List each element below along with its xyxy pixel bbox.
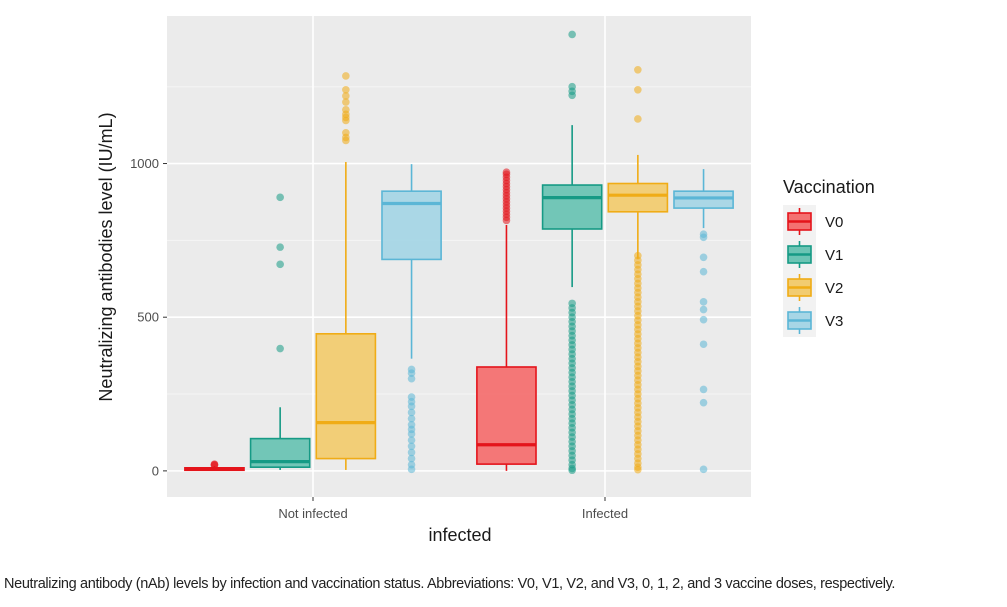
outlier-point [699,298,708,306]
outlier-point [407,408,416,417]
legend-title: Vaccination [783,177,875,197]
x-tick-label: Infected [582,506,628,521]
x-axis-title: infected [428,525,491,545]
outlier-point [634,65,642,74]
outlier-point [407,454,416,463]
outlier-point [699,267,708,276]
outlier-point [699,385,708,394]
outlier-point [634,115,642,123]
legend: Vaccination V0 V1 V2 V3 [783,177,875,337]
outlier-point [342,98,350,106]
outlier-point [407,369,416,377]
outlier-point [342,105,350,114]
legend-item-V2: V2 [783,271,843,304]
legend-label-V0: V0 [825,214,843,231]
outlier-point [407,430,416,438]
plot-panel [167,16,751,497]
figure-caption: Neutralizing antibody (nAb) levels by in… [4,576,896,592]
outlier-point [276,260,284,269]
box-iqr [315,332,377,460]
box-V2-infected [607,65,669,474]
outlier-point [568,30,576,39]
outlier-point [502,168,511,176]
y-tick-label: 0 [152,463,159,478]
legend-label-V1: V1 [825,247,843,264]
outlier-point [407,465,416,474]
box-V0-not-infected [184,460,245,472]
axes: 0 500 1000 Not infected Infected [130,156,628,521]
box-V3-infected [673,169,734,474]
legend-label-V2: V2 [825,280,843,297]
outlier-point [407,436,416,444]
box-iqr [476,366,537,465]
outlier-point [568,82,576,91]
legend-label-V3: V3 [825,313,843,330]
outlier-point [276,193,284,202]
boxes-layer [184,30,734,475]
outlier-point [342,92,350,100]
box-V1-infected [541,30,603,475]
outlier-point [276,243,284,251]
outlier-point [699,315,708,324]
outlier-point [210,460,219,468]
box-V2-not-infected [315,72,377,470]
y-tick-label: 1000 [130,156,159,171]
outlier-point [276,344,284,353]
box-V0-infected [476,168,537,471]
outlier-point [407,414,416,423]
x-tick-label: Not infected [278,506,347,521]
legend-item-V0: V0 [783,205,843,238]
box-iqr [381,190,442,261]
outlier-point [699,253,708,262]
legend-item-V1: V1 [783,238,843,271]
outlier-point [407,442,416,451]
outlier-point [699,398,708,407]
outlier-point [342,128,350,137]
outlier-point [634,85,642,94]
y-axis-title: Neutralizing antibodies level (IU/mL) [96,112,116,401]
outlier-point [699,233,708,242]
box-iqr [607,182,669,213]
outlier-point [407,374,416,383]
outlier-point [342,72,350,80]
outlier-point [699,305,708,314]
outlier-point [407,448,416,457]
outlier-point [699,340,708,349]
box-V3-not-infected [381,164,442,474]
box-iqr [673,190,734,209]
outlier-point [407,402,416,411]
y-tick-label: 500 [137,310,159,325]
outlier-point [699,465,708,474]
box-iqr [541,184,603,230]
legend-item-V3: V3 [783,304,843,337]
box-V1-not-infected [249,193,311,470]
outlier-point [342,85,350,94]
outlier-point [634,465,642,474]
outlier-point [568,466,576,475]
gridlines [167,16,751,497]
